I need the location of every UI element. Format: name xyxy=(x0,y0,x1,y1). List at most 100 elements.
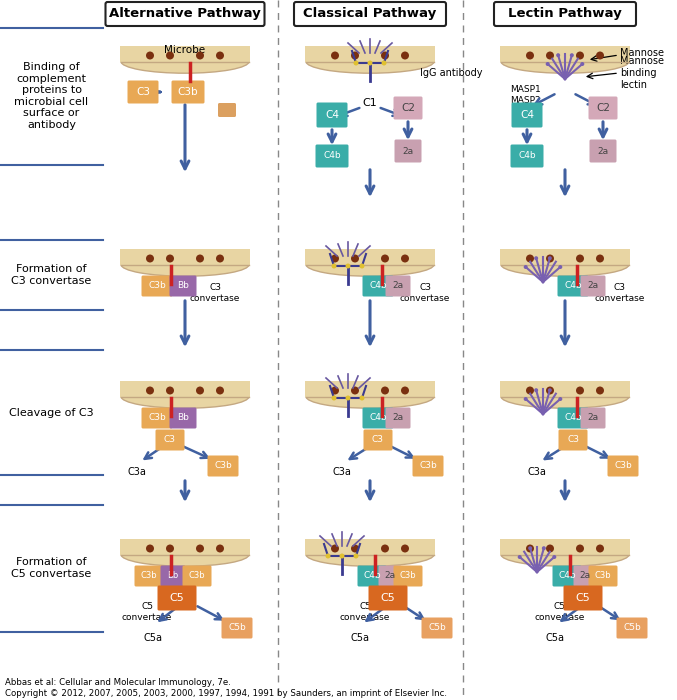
FancyBboxPatch shape xyxy=(588,566,617,587)
Ellipse shape xyxy=(121,542,249,566)
FancyBboxPatch shape xyxy=(557,276,588,297)
Circle shape xyxy=(345,263,351,269)
Circle shape xyxy=(332,263,336,269)
FancyBboxPatch shape xyxy=(385,407,410,428)
Text: 2a: 2a xyxy=(385,571,395,580)
Bar xyxy=(120,46,250,62)
Text: C3b: C3b xyxy=(141,571,157,580)
Text: C3
convertase: C3 convertase xyxy=(190,284,240,302)
Bar xyxy=(500,249,630,265)
Text: 2a: 2a xyxy=(393,281,403,290)
Ellipse shape xyxy=(306,253,434,276)
Text: C5b: C5b xyxy=(623,624,641,633)
Text: C2: C2 xyxy=(401,103,415,113)
FancyBboxPatch shape xyxy=(378,566,401,587)
Ellipse shape xyxy=(501,253,629,276)
Text: Lectin Pathway: Lectin Pathway xyxy=(508,8,622,20)
Text: C4b: C4b xyxy=(323,151,341,160)
Circle shape xyxy=(596,545,604,552)
Text: C4: C4 xyxy=(325,110,339,120)
Text: Abbas et al: Cellular and Molecular Immunology, 7e.
Copyright © 2012, 2007, 2005: Abbas et al: Cellular and Molecular Immu… xyxy=(5,678,447,698)
Text: C3b: C3b xyxy=(594,571,611,580)
Circle shape xyxy=(576,386,584,395)
Circle shape xyxy=(339,554,345,559)
Text: C3
convertase: C3 convertase xyxy=(595,284,645,302)
FancyBboxPatch shape xyxy=(169,276,196,297)
Bar xyxy=(305,381,435,396)
Circle shape xyxy=(552,555,556,559)
FancyBboxPatch shape xyxy=(557,407,588,428)
FancyBboxPatch shape xyxy=(357,566,387,587)
Text: C3: C3 xyxy=(567,435,579,444)
Ellipse shape xyxy=(121,385,249,408)
FancyBboxPatch shape xyxy=(183,566,211,587)
Circle shape xyxy=(526,545,534,552)
FancyBboxPatch shape xyxy=(127,80,158,104)
Text: C3b: C3b xyxy=(214,461,232,470)
FancyBboxPatch shape xyxy=(559,430,588,451)
Circle shape xyxy=(146,255,154,262)
Text: Bb: Bb xyxy=(177,414,189,423)
FancyBboxPatch shape xyxy=(590,139,617,162)
Text: C5a: C5a xyxy=(546,633,565,643)
FancyBboxPatch shape xyxy=(364,430,393,451)
Text: 2a: 2a xyxy=(580,571,590,580)
FancyBboxPatch shape xyxy=(141,407,173,428)
Bar xyxy=(500,381,630,396)
Circle shape xyxy=(576,52,584,60)
FancyBboxPatch shape xyxy=(494,2,636,26)
Circle shape xyxy=(524,397,527,401)
FancyBboxPatch shape xyxy=(362,407,393,428)
Circle shape xyxy=(216,386,224,395)
Circle shape xyxy=(576,545,584,552)
FancyBboxPatch shape xyxy=(385,276,410,297)
Circle shape xyxy=(576,255,584,262)
Ellipse shape xyxy=(306,50,434,74)
Circle shape xyxy=(524,265,527,269)
Ellipse shape xyxy=(501,50,629,74)
Text: 2a: 2a xyxy=(597,146,609,155)
Circle shape xyxy=(401,545,409,552)
Circle shape xyxy=(353,60,359,66)
FancyBboxPatch shape xyxy=(169,407,196,428)
Text: C3: C3 xyxy=(372,435,384,444)
Circle shape xyxy=(351,255,359,262)
Circle shape xyxy=(381,52,389,60)
Text: Formation of
C3 convertase: Formation of C3 convertase xyxy=(12,264,91,286)
Circle shape xyxy=(331,255,339,262)
Circle shape xyxy=(381,386,389,395)
Text: C2: C2 xyxy=(596,103,610,113)
FancyBboxPatch shape xyxy=(510,144,544,167)
Circle shape xyxy=(546,386,554,395)
Text: C3: C3 xyxy=(164,435,176,444)
Text: Cleavage of C3: Cleavage of C3 xyxy=(9,408,94,418)
Circle shape xyxy=(401,255,409,262)
Text: C4b: C4b xyxy=(564,281,582,290)
Circle shape xyxy=(546,255,554,262)
Ellipse shape xyxy=(121,50,249,74)
Circle shape xyxy=(526,255,534,262)
Circle shape xyxy=(596,386,604,395)
FancyBboxPatch shape xyxy=(141,276,173,297)
Text: C4: C4 xyxy=(520,110,534,120)
Circle shape xyxy=(331,545,339,552)
Text: C5: C5 xyxy=(380,593,395,603)
FancyBboxPatch shape xyxy=(393,566,422,587)
Circle shape xyxy=(196,255,204,262)
Circle shape xyxy=(216,52,224,60)
Circle shape xyxy=(331,386,339,395)
Text: C4b: C4b xyxy=(369,281,387,290)
Circle shape xyxy=(534,256,538,260)
FancyBboxPatch shape xyxy=(160,566,185,587)
Circle shape xyxy=(546,62,550,66)
Circle shape xyxy=(546,52,554,60)
Bar xyxy=(120,381,250,396)
Text: C5: C5 xyxy=(170,593,184,603)
Text: 2a: 2a xyxy=(588,281,598,290)
FancyBboxPatch shape xyxy=(221,617,253,638)
Circle shape xyxy=(166,545,174,552)
Text: Mannose: Mannose xyxy=(620,48,664,58)
FancyBboxPatch shape xyxy=(317,102,347,127)
Circle shape xyxy=(345,395,351,400)
Ellipse shape xyxy=(306,542,434,566)
